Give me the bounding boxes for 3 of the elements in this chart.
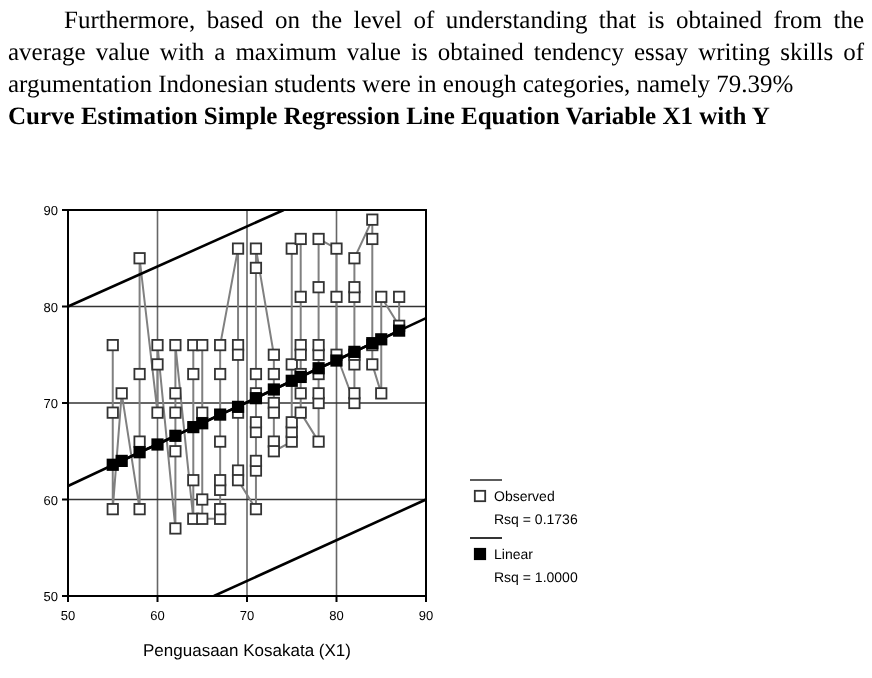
x-axis-title: Penguasaan Kosakata (X1) bbox=[143, 640, 352, 660]
chart-subtitle: Furthermore, based on the level of understanding that is obtained from the average value with a maximum value is obtained tendency essay writing skills of argumentation Indonesian students were in enough categories, namely 79.39% bbox=[8, 4, 864, 100]
chart-title: Curve Estimation Simple Regression Line Equation Variable X1 with Y bbox=[8, 100, 772, 132]
